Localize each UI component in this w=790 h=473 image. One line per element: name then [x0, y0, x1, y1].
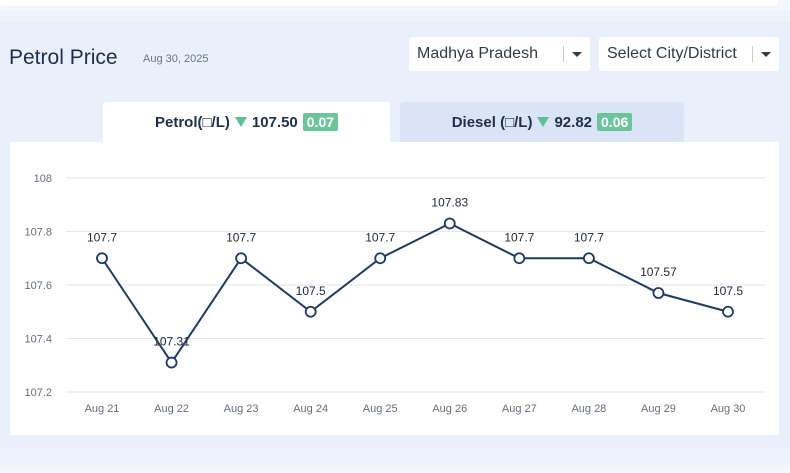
data-label: 107.7	[87, 230, 117, 244]
previous-card-edge	[0, 0, 778, 6]
y-tick-label: 107.4	[24, 334, 52, 346]
x-tick-label: Aug 25	[363, 403, 398, 415]
data-point	[374, 252, 387, 265]
city-dropdown-value: Select City/District	[607, 45, 737, 62]
chart-card: 108 107.8 107.6 107.4 107.2 Aug 21 Aug 22 Aug 2…	[10, 142, 779, 435]
x-tick-label: Aug 24	[293, 403, 328, 415]
x-tick-label: Aug 29	[641, 403, 676, 415]
caret-down-icon[interactable]	[761, 52, 771, 57]
data-label: 107.5	[296, 284, 326, 298]
data-point	[582, 252, 595, 265]
y-tick-label: 107.8	[24, 227, 52, 239]
x-tick-label: Aug 23	[224, 403, 259, 415]
price-line-chart: 108 107.8 107.6 107.4 107.2 Aug 21 Aug 22 Aug 2…	[24, 173, 765, 415]
data-label: 107.5	[713, 284, 743, 298]
data-point	[96, 252, 108, 265]
data-point	[304, 305, 317, 318]
tab-petrol[interactable]: Petrol(□/L) 107.50 0.07	[103, 102, 390, 142]
data-label: 107.83	[431, 195, 468, 209]
series-line	[101, 222, 729, 365]
tab-diesel[interactable]: Diesel (□/L) 92.82 0.06	[400, 102, 684, 142]
data-point	[165, 356, 178, 369]
dropdown-separator	[563, 46, 564, 62]
data-point	[652, 287, 665, 299]
x-tick-label: Aug 21	[85, 403, 120, 415]
x-tick-label: Aug 30	[711, 403, 746, 415]
data-label: 107.7	[226, 230, 256, 244]
dropdown-separator	[752, 46, 753, 62]
x-tick-label: Aug 22	[154, 403, 189, 415]
page-title: Petrol Price	[9, 46, 118, 69]
caret-down-icon[interactable]	[572, 52, 582, 57]
data-point	[235, 252, 248, 265]
tab-petrol-price: 107.50	[251, 113, 298, 131]
x-tick-label: Aug 26	[432, 403, 467, 415]
data-label: 107.7	[574, 230, 604, 244]
y-tick-label: 107.6	[24, 280, 52, 292]
tab-petrol-change-badge: 0.07	[302, 113, 339, 131]
city-dropdown[interactable]: Select City/District	[599, 37, 779, 71]
data-label: 107.57	[640, 265, 677, 279]
x-tick-label: Aug 27	[502, 403, 537, 415]
data-point	[443, 217, 456, 230]
y-tick-label: 107.2	[24, 387, 52, 399]
y-tick-label: 108	[34, 173, 52, 185]
tab-diesel-label: Diesel (□/L)	[451, 113, 533, 131]
top-strip	[0, 0, 790, 10]
data-point	[722, 305, 734, 318]
state-dropdown-value: Madhya Pradesh	[417, 45, 538, 62]
price-date: Aug 30, 2025	[143, 53, 209, 65]
tab-petrol-label: Petrol(□/L)	[154, 113, 230, 131]
data-point	[513, 252, 526, 265]
data-label: 107.31	[153, 335, 190, 349]
data-label: 107.7	[504, 230, 534, 244]
bottom-strip	[0, 465, 790, 473]
price-down-arrow-icon	[234, 117, 247, 127]
tab-diesel-change-badge: 0.06	[597, 113, 633, 131]
data-label: 107.7	[365, 230, 395, 244]
x-tick-label: Aug 28	[571, 403, 606, 415]
price-down-arrow-icon	[537, 117, 550, 127]
tab-diesel-price: 92.82	[554, 113, 593, 131]
state-dropdown[interactable]: Madhya Pradesh	[409, 37, 590, 71]
